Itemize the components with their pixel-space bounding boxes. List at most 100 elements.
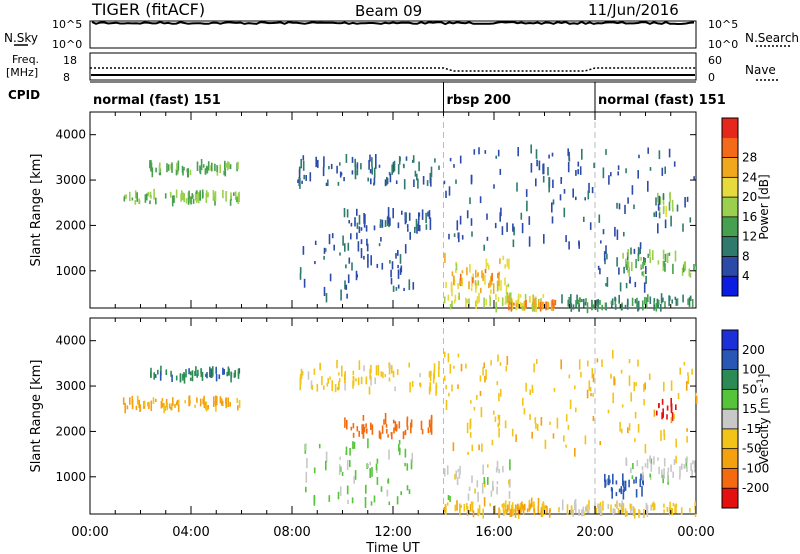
data-cell: [455, 263, 458, 271]
colorbar-swatch: [722, 118, 738, 139]
data-cell: [461, 270, 464, 274]
data-cell: [381, 219, 384, 228]
data-cell: [599, 441, 601, 446]
data-cell: [645, 266, 647, 274]
data-cell: [414, 170, 417, 177]
data-cell: [420, 420, 423, 430]
data-cell: [686, 436, 688, 443]
data-cell: [530, 144, 532, 154]
data-cell: [596, 358, 599, 363]
data-cell: [188, 395, 191, 406]
data-cell: [149, 200, 151, 205]
data-cell: [643, 282, 646, 293]
y-tick-label: 2000: [55, 218, 86, 232]
data-cell: [574, 448, 576, 457]
data-cell: [660, 430, 662, 441]
data-cell: [375, 164, 377, 169]
data-cell: [604, 258, 606, 265]
data-cell: [215, 366, 217, 374]
data-cell: [666, 507, 669, 513]
data-cell: [457, 283, 459, 290]
data-cell: [429, 220, 432, 230]
data-cell: [574, 500, 576, 510]
data-cell: [675, 438, 677, 448]
data-cell: [510, 302, 513, 312]
data-cell: [323, 247, 326, 254]
data-cell: [338, 378, 341, 383]
data-cell: [650, 504, 652, 511]
data-cell: [381, 262, 384, 270]
data-cell: [653, 212, 655, 217]
data-cell: [355, 270, 358, 281]
colorbar-swatch: [722, 157, 738, 178]
data-cell: [225, 191, 227, 202]
data-cell: [389, 363, 391, 370]
data-cell: [196, 161, 199, 171]
data-cell: [428, 419, 431, 428]
data-cell: [627, 249, 629, 257]
data-cell: [206, 166, 209, 173]
data-cell: [689, 295, 692, 301]
data-cell: [155, 197, 157, 205]
data-cell: [469, 264, 471, 273]
data-cell: [459, 509, 461, 516]
data-cell: [660, 303, 662, 312]
data-cell: [363, 427, 366, 433]
data-cell: [657, 299, 660, 306]
data-cell: [515, 303, 518, 308]
data-cell: [691, 469, 693, 478]
colorbar-swatch: [722, 216, 738, 237]
data-cell: [664, 301, 666, 308]
data-cell: [229, 164, 232, 170]
data-cell: [572, 509, 574, 517]
data-cell: [299, 178, 301, 189]
data-cell: [597, 265, 600, 270]
data-cell: [626, 511, 628, 517]
data-cell: [469, 503, 472, 512]
colorbar-swatch: [722, 468, 738, 489]
data-cell: [347, 242, 350, 251]
data-cell: [519, 302, 522, 308]
data-cell: [230, 372, 233, 378]
data-cell: [619, 421, 621, 432]
data-cell: [478, 504, 481, 515]
data-cell: [339, 162, 341, 166]
data-cell: [307, 371, 310, 380]
data-cell: [668, 295, 670, 307]
data-cell: [649, 249, 651, 257]
data-cell: [561, 294, 563, 304]
data-cell: [584, 435, 587, 445]
data-cell: [222, 367, 224, 375]
data-cell: [687, 298, 689, 305]
data-cell: [628, 359, 631, 364]
freq-label-line1: Freq.: [12, 53, 39, 66]
data-cell: [438, 165, 440, 170]
noise-panel-frame: [89, 20, 697, 49]
data-cell: [577, 169, 579, 175]
data-cell: [336, 165, 338, 174]
data-cell: [481, 483, 484, 494]
data-cell: [574, 385, 576, 390]
data-cell: [626, 261, 628, 265]
data-cell: [556, 417, 559, 429]
data-cell: [637, 247, 640, 256]
data-cell: [605, 245, 607, 254]
data-cell: [629, 276, 631, 284]
data-cell: [150, 400, 153, 411]
data-cell: [568, 241, 570, 250]
data-cell: [522, 397, 524, 406]
data-cell: [205, 190, 208, 198]
data-cell: [624, 480, 627, 491]
data-cell: [675, 455, 677, 464]
data-cell: [586, 504, 588, 514]
data-cell: [336, 386, 339, 391]
data-cell: [475, 282, 478, 289]
data-cell: [388, 501, 391, 505]
data-cell: [443, 468, 446, 477]
data-cell: [668, 148, 671, 158]
data-cell: [535, 178, 537, 187]
data-cell: [516, 182, 518, 192]
data-cell: [661, 412, 663, 420]
data-cell: [491, 439, 494, 446]
data-cell: [496, 381, 499, 386]
